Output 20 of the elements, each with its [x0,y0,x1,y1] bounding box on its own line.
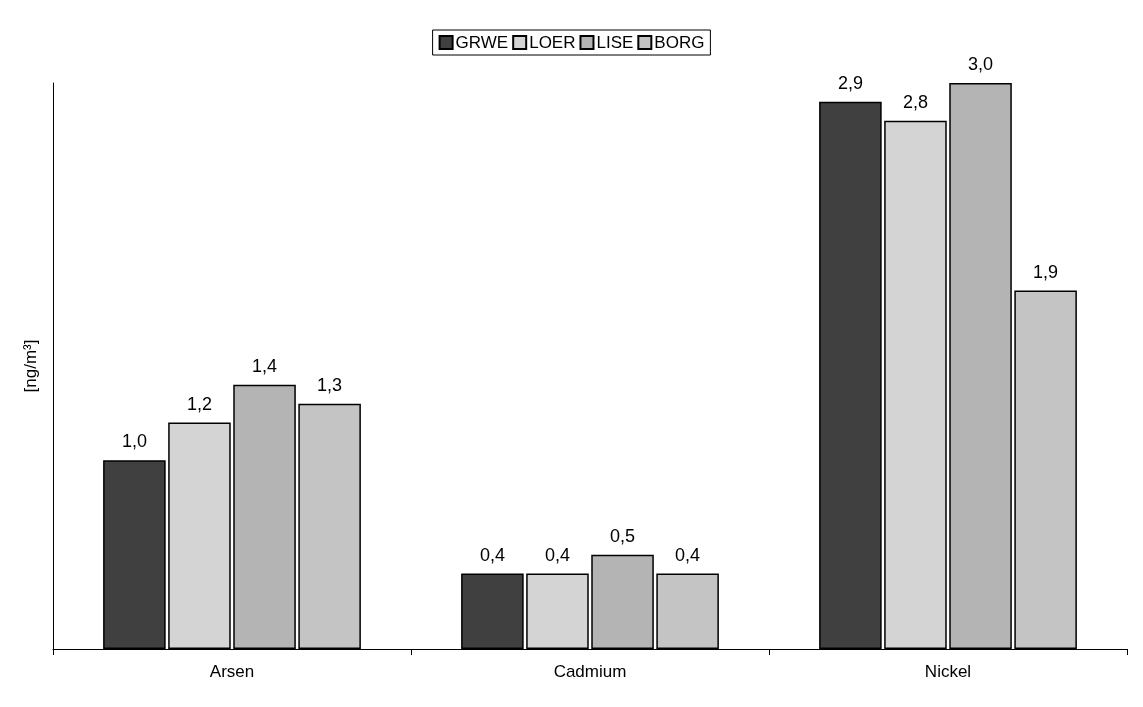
data-label: 2,9 [837,72,863,93]
data-label: 0,4 [675,544,701,565]
data-label: 1,0 [121,431,147,452]
data-label: 1,4 [252,355,278,376]
data-label: 2,8 [902,91,928,112]
data-label: 1,9 [1033,261,1059,282]
x-tick-label: Nickel [924,662,972,681]
legend-label: LOER [529,33,576,52]
y-axis-title: [ng/m³] [21,339,40,393]
legend-label: LISE [596,33,634,52]
data-label: 0,5 [610,525,636,546]
data-label: 0,4 [544,544,570,565]
x-tick-label: Cadmium [553,662,627,681]
data-label: 3,0 [968,54,994,74]
legend-label: GRWE [455,33,509,52]
data-label: 1,2 [186,393,212,414]
legend-label: BORG [654,33,705,52]
x-tick-label: Arsen [209,662,255,681]
data-label: 1,3 [317,374,343,395]
data-label: 0,4 [479,544,505,565]
